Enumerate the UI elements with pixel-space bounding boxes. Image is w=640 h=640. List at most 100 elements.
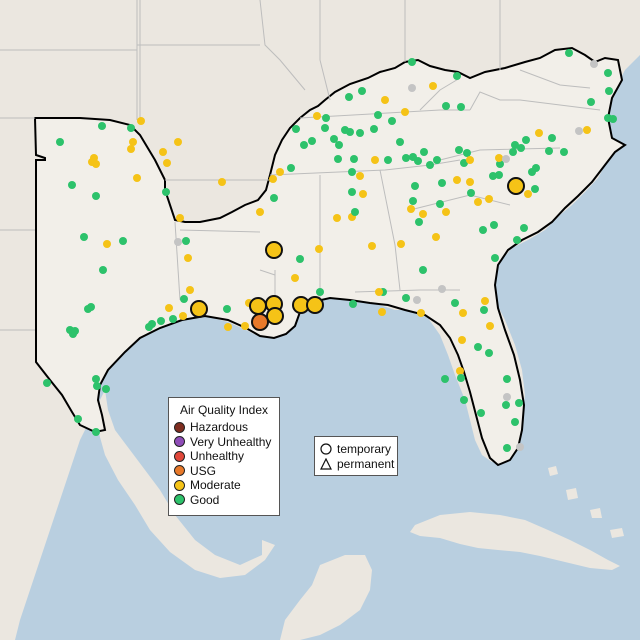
monitor-dot-good[interactable] — [43, 379, 51, 387]
monitor-dot-good[interactable] — [351, 208, 359, 216]
monitor-dot-good[interactable] — [503, 444, 511, 452]
monitor-dot-good[interactable] — [92, 192, 100, 200]
monitor-dot-moderate[interactable] — [359, 190, 367, 198]
monitor-dot-good[interactable] — [411, 182, 419, 190]
monitor-dot-good[interactable] — [345, 93, 353, 101]
monitor-dot-good[interactable] — [292, 125, 300, 133]
monitor-dot-good[interactable] — [350, 155, 358, 163]
monitor-dot-no-data[interactable] — [503, 393, 511, 401]
monitor-dot-good[interactable] — [71, 327, 79, 335]
monitor-dot-good[interactable] — [522, 136, 530, 144]
temporary-site-marker-moderate[interactable] — [507, 177, 525, 195]
monitor-dot-moderate[interactable] — [375, 288, 383, 296]
monitor-dot-moderate[interactable] — [218, 178, 226, 186]
monitor-dot-good[interactable] — [102, 385, 110, 393]
monitor-dot-good[interactable] — [474, 343, 482, 351]
monitor-dot-moderate[interactable] — [313, 112, 321, 120]
monitor-dot-good[interactable] — [330, 135, 338, 143]
monitor-dot-no-data[interactable] — [590, 60, 598, 68]
monitor-dot-good[interactable] — [531, 185, 539, 193]
monitor-dot-good[interactable] — [56, 138, 64, 146]
monitor-dot-moderate[interactable] — [466, 178, 474, 186]
monitor-dot-moderate[interactable] — [535, 129, 543, 137]
monitor-dot-good[interactable] — [436, 200, 444, 208]
monitor-dot-good[interactable] — [341, 126, 349, 134]
monitor-dot-good[interactable] — [127, 124, 135, 132]
monitor-dot-good[interactable] — [548, 134, 556, 142]
monitor-dot-moderate[interactable] — [241, 322, 249, 330]
monitor-dot-good[interactable] — [98, 122, 106, 130]
monitor-dot-moderate[interactable] — [486, 322, 494, 330]
monitor-dot-good[interactable] — [99, 266, 107, 274]
monitor-dot-moderate[interactable] — [291, 274, 299, 282]
monitor-dot-moderate[interactable] — [397, 240, 405, 248]
monitor-dot-good[interactable] — [479, 226, 487, 234]
temporary-site-marker-usg[interactable] — [251, 313, 269, 331]
monitor-dot-good[interactable] — [491, 254, 499, 262]
monitor-dot-moderate[interactable] — [159, 148, 167, 156]
monitor-dot-good[interactable] — [490, 221, 498, 229]
monitor-dot-good[interactable] — [92, 428, 100, 436]
monitor-dot-good[interactable] — [92, 375, 100, 383]
monitor-dot-good[interactable] — [270, 194, 278, 202]
monitor-dot-good[interactable] — [463, 149, 471, 157]
monitor-dot-moderate[interactable] — [176, 214, 184, 222]
monitor-dot-good[interactable] — [93, 382, 101, 390]
monitor-dot-good[interactable] — [402, 294, 410, 302]
monitor-dot-moderate[interactable] — [381, 96, 389, 104]
monitor-dot-good[interactable] — [560, 148, 568, 156]
monitor-dot-good[interactable] — [408, 58, 416, 66]
monitor-dot-good[interactable] — [455, 146, 463, 154]
monitor-dot-good[interactable] — [495, 171, 503, 179]
monitor-dot-good[interactable] — [604, 69, 612, 77]
monitor-dot-good[interactable] — [157, 317, 165, 325]
monitor-dot-moderate[interactable] — [459, 309, 467, 317]
monitor-dot-good[interactable] — [460, 159, 468, 167]
monitor-dot-good[interactable] — [74, 415, 82, 423]
monitor-dot-good[interactable] — [503, 375, 511, 383]
monitor-dot-good[interactable] — [517, 144, 525, 152]
monitor-dot-good[interactable] — [308, 137, 316, 145]
monitor-dot-good[interactable] — [457, 103, 465, 111]
monitor-dot-no-data[interactable] — [408, 84, 416, 92]
monitor-dot-good[interactable] — [374, 111, 382, 119]
monitor-dot-good[interactable] — [545, 147, 553, 155]
monitor-dot-moderate[interactable] — [269, 175, 277, 183]
monitor-dot-moderate[interactable] — [127, 145, 135, 153]
monitor-dot-moderate[interactable] — [429, 82, 437, 90]
monitor-dot-moderate[interactable] — [224, 323, 232, 331]
monitor-dot-moderate[interactable] — [333, 214, 341, 222]
monitor-dot-good[interactable] — [605, 87, 613, 95]
monitor-dot-good[interactable] — [180, 295, 188, 303]
monitor-dot-good[interactable] — [502, 401, 510, 409]
temporary-site-marker-moderate[interactable] — [306, 296, 324, 314]
monitor-dot-moderate[interactable] — [315, 245, 323, 253]
monitor-dot-no-data[interactable] — [502, 155, 510, 163]
monitor-dot-good[interactable] — [356, 129, 364, 137]
monitor-dot-no-data[interactable] — [438, 285, 446, 293]
monitor-dot-good[interactable] — [409, 197, 417, 205]
monitor-dot-good[interactable] — [441, 375, 449, 383]
monitor-dot-moderate[interactable] — [524, 190, 532, 198]
monitor-dot-good[interactable] — [370, 125, 378, 133]
monitor-dot-good[interactable] — [609, 115, 617, 123]
monitor-dot-good[interactable] — [467, 189, 475, 197]
monitor-dot-moderate[interactable] — [137, 117, 145, 125]
monitor-dot-moderate[interactable] — [442, 208, 450, 216]
monitor-dot-good[interactable] — [477, 409, 485, 417]
monitor-dot-good[interactable] — [587, 98, 595, 106]
monitor-dot-good[interactable] — [348, 168, 356, 176]
monitor-dot-moderate[interactable] — [466, 156, 474, 164]
monitor-dot-good[interactable] — [438, 179, 446, 187]
monitor-dot-no-data[interactable] — [413, 296, 421, 304]
monitor-dot-good[interactable] — [442, 102, 450, 110]
monitor-dot-moderate[interactable] — [432, 233, 440, 241]
monitor-dot-moderate[interactable] — [378, 308, 386, 316]
monitor-dot-good[interactable] — [433, 156, 441, 164]
monitor-dot-good[interactable] — [565, 49, 573, 57]
monitor-dot-good[interactable] — [119, 237, 127, 245]
monitor-dot-good[interactable] — [321, 124, 329, 132]
monitor-dot-good[interactable] — [419, 266, 427, 274]
monitor-dot-moderate[interactable] — [401, 108, 409, 116]
monitor-dot-good[interactable] — [496, 160, 504, 168]
